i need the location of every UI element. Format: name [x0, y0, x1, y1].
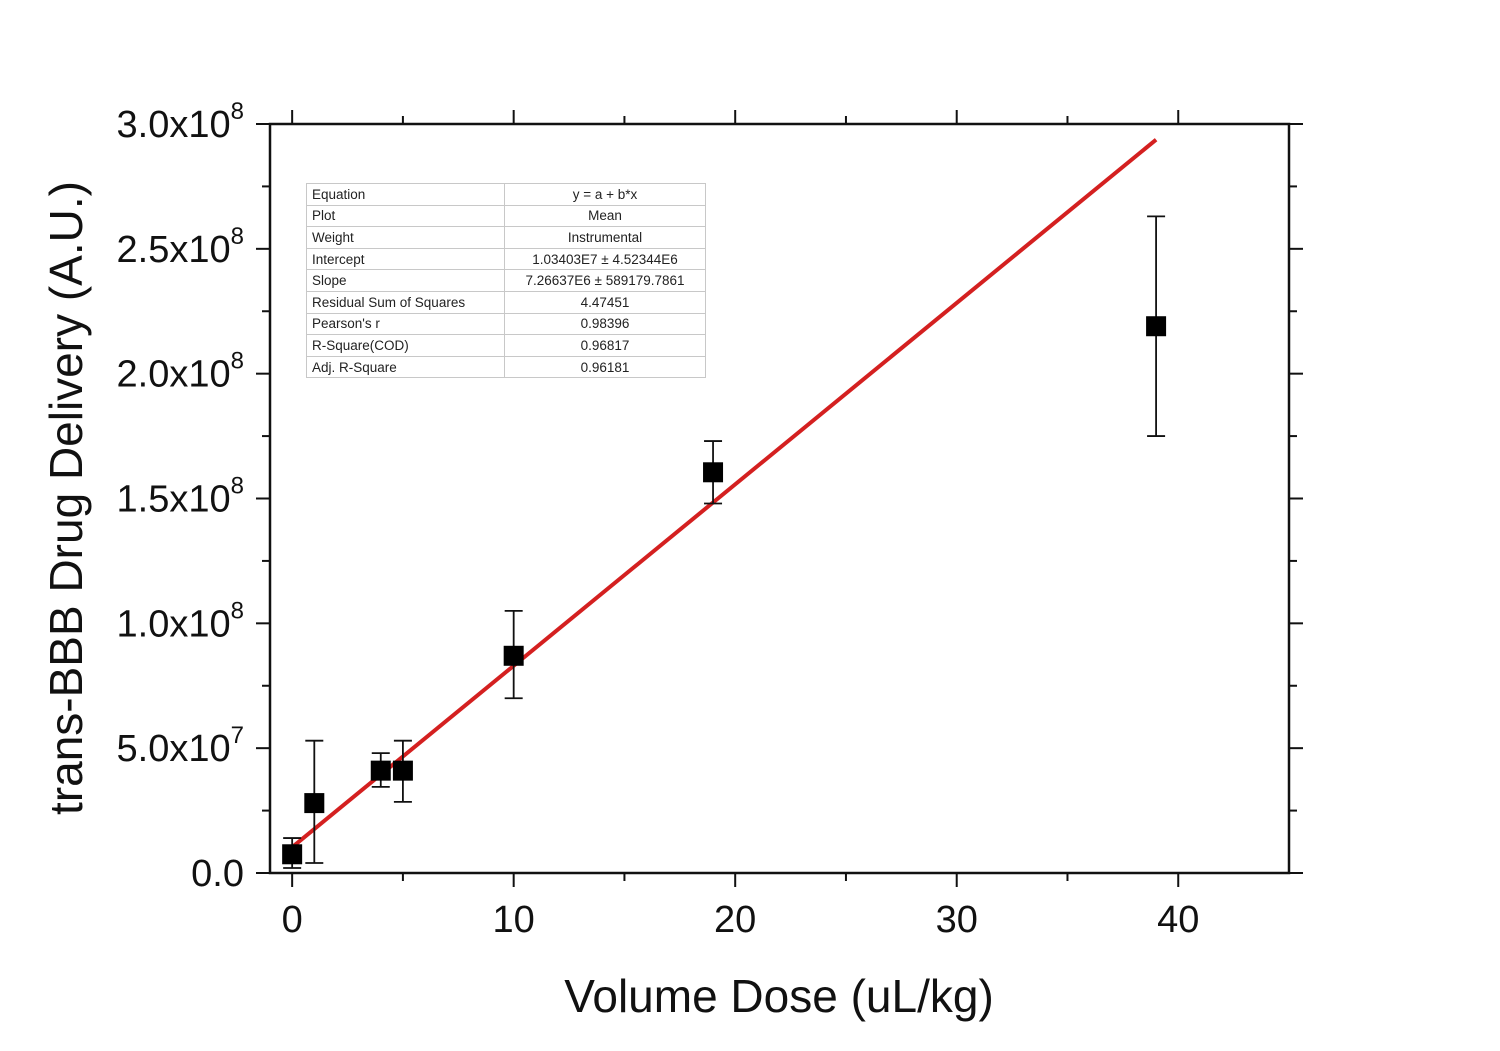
fit-table-value: y = a + b*x: [504, 183, 706, 206]
data-point: [304, 793, 325, 814]
y-axis-title: trans-BBB Drug Delivery (A.U.): [40, 181, 92, 815]
fit-table-row: Slope 7.26637E6 ± 589179.7861: [306, 269, 706, 292]
data-markers: [282, 316, 1167, 865]
fit-table-value: 4.47451: [504, 290, 706, 314]
fit-table-value: 1.03403E7 ± 4.52344E6: [504, 247, 706, 271]
fit-table-value: Instrumental: [504, 226, 706, 249]
fit-table-key: Adj. R-Square: [306, 355, 505, 379]
fit-table-key: Pearson's r: [306, 312, 505, 336]
fit-table-value: Mean: [504, 204, 706, 228]
y-tick-label: 1.0x108: [117, 597, 244, 645]
fit-table-row: Plot Mean: [306, 204, 706, 228]
fit-table-value: 0.98396: [504, 312, 706, 336]
y-tick-label: 2.5x108: [117, 223, 244, 271]
data-point: [392, 760, 413, 781]
x-tick-label: 40: [1157, 899, 1199, 941]
fit-table-key: Weight: [306, 226, 505, 249]
y-tick-label: 1.5x108: [117, 473, 244, 521]
fit-table-key: Plot: [306, 204, 505, 228]
x-axis-tick-labels: 0 10 20 30 40: [282, 899, 1200, 941]
fit-statistics-table: Equation y = a + b*x Plot Mean Weight Instrum…: [306, 183, 706, 379]
fit-table-row: Equation y = a + b*x: [306, 183, 706, 206]
fit-table-value: 0.96817: [504, 334, 706, 357]
fit-table-key: Equation: [306, 183, 505, 206]
fit-table-value: 7.26637E6 ± 589179.7861: [504, 269, 706, 292]
data-point: [703, 462, 724, 483]
fit-table-key: Residual Sum of Squares: [306, 290, 505, 314]
data-point: [282, 844, 303, 865]
x-tick-label: 20: [714, 899, 756, 941]
y-tick-label: 2.0x108: [117, 348, 244, 396]
fit-table-value: 0.96181: [504, 355, 706, 379]
x-tick-label: 0: [282, 899, 303, 941]
x-axis-ticks: [291, 110, 1180, 887]
x-axis-title: Volume Dose (uL/kg): [564, 970, 994, 1022]
fit-table-key: R-Square(COD): [306, 334, 505, 357]
linear-fit-line: [290, 138, 1158, 849]
fit-table-key: Intercept: [306, 247, 505, 271]
y-axis-ticks: [256, 123, 1303, 874]
fit-table-row: Intercept 1.03403E7 ± 4.52344E6: [306, 247, 706, 271]
data-point: [503, 645, 524, 666]
fit-table-row: Weight Instrumental: [306, 226, 706, 249]
y-tick-label: 5.0x107: [117, 722, 244, 770]
fit-table-row: R-Square(COD) 0.96817: [306, 334, 706, 357]
y-axis-tick-labels: 0.0 5.0x107 1.0x108 1.5x108 2.0x108 2.5x108 3.…: [117, 98, 244, 895]
x-tick-label: 10: [493, 899, 535, 941]
data-point: [370, 760, 391, 781]
fit-table-row: Pearson's r 0.98396: [306, 312, 706, 336]
fit-table-key: Slope: [306, 269, 505, 292]
y-tick-label: 3.0x108: [117, 98, 244, 146]
x-tick-label: 30: [936, 899, 978, 941]
y-tick-label: 0.0: [191, 853, 244, 895]
fit-table-row: Adj. R-Square 0.96181: [306, 355, 706, 379]
fit-table-row: Residual Sum of Squares 4.47451: [306, 290, 706, 314]
data-point: [1146, 316, 1167, 337]
